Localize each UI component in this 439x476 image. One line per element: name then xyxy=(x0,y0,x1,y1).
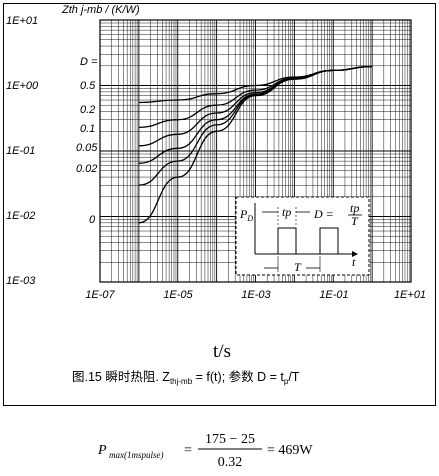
y-tick-label: 1E+00 xyxy=(6,80,39,92)
formula-numerator: 175 − 25 xyxy=(205,432,255,447)
inset-box xyxy=(235,196,370,276)
y-tick-label: 1E-02 xyxy=(6,210,35,222)
pulse-inset: PD tp D = tp T T t xyxy=(235,196,370,276)
x-tick-label: 1E-01 xyxy=(319,289,348,301)
pmax-formula: P max(1mspulse) = 175 − 25 0.32 = 469W xyxy=(97,432,313,470)
figure-frame xyxy=(3,3,436,406)
formula-denominator: 0.32 xyxy=(218,455,243,470)
inset-pulse-2 xyxy=(319,227,339,254)
series-label-0.5: 0.5 xyxy=(80,80,96,92)
plot-border xyxy=(99,19,412,283)
curves xyxy=(138,65,373,224)
y-tick-label: 1E-03 xyxy=(6,275,36,287)
inset-frac-num: tp xyxy=(350,201,359,215)
y-tick-label: 1E-01 xyxy=(6,145,35,157)
inset-frac-den: T xyxy=(351,214,359,228)
figure-caption: 图.15 瞬时热阻. Zthj-mb = f(t); 参数 D = tp/T xyxy=(72,369,300,386)
inset-t-arrow xyxy=(352,251,358,257)
series-line-D-0 xyxy=(138,65,373,224)
series-label-0.05: 0.05 xyxy=(76,142,98,154)
x-tick-label: 1E+01 xyxy=(394,289,426,301)
x-tick-label: 1E-03 xyxy=(241,289,271,301)
x-tick-label: 1E-05 xyxy=(163,289,193,301)
x-tick-label: 1E-07 xyxy=(85,289,115,301)
series-label-0.1: 0.1 xyxy=(80,123,95,135)
formula-result: = 469W xyxy=(267,443,313,458)
x-axis-label: t/s xyxy=(213,341,231,362)
inset-t-label: t xyxy=(352,255,356,269)
inset-tp-label: tp xyxy=(282,205,291,219)
series-label-0.2: 0.2 xyxy=(80,104,95,116)
series-label-0.02: 0.02 xyxy=(76,163,97,175)
formula-sub: max(1mspulse) xyxy=(109,450,164,460)
formula-eq1: = xyxy=(184,443,192,458)
inset-T-label: T xyxy=(294,260,302,274)
y-axis-label: Zth j-mb / (K/W) xyxy=(61,4,140,16)
y-tick-label: 1E+01 xyxy=(6,15,38,27)
legend-title: D = xyxy=(80,56,98,68)
formula-p: P xyxy=(97,443,107,458)
inset-p-label: PD xyxy=(239,207,253,223)
series-label-0: 0 xyxy=(89,214,96,226)
inset-d-label: D = xyxy=(313,207,334,221)
inset-pulse-1 xyxy=(277,227,297,254)
